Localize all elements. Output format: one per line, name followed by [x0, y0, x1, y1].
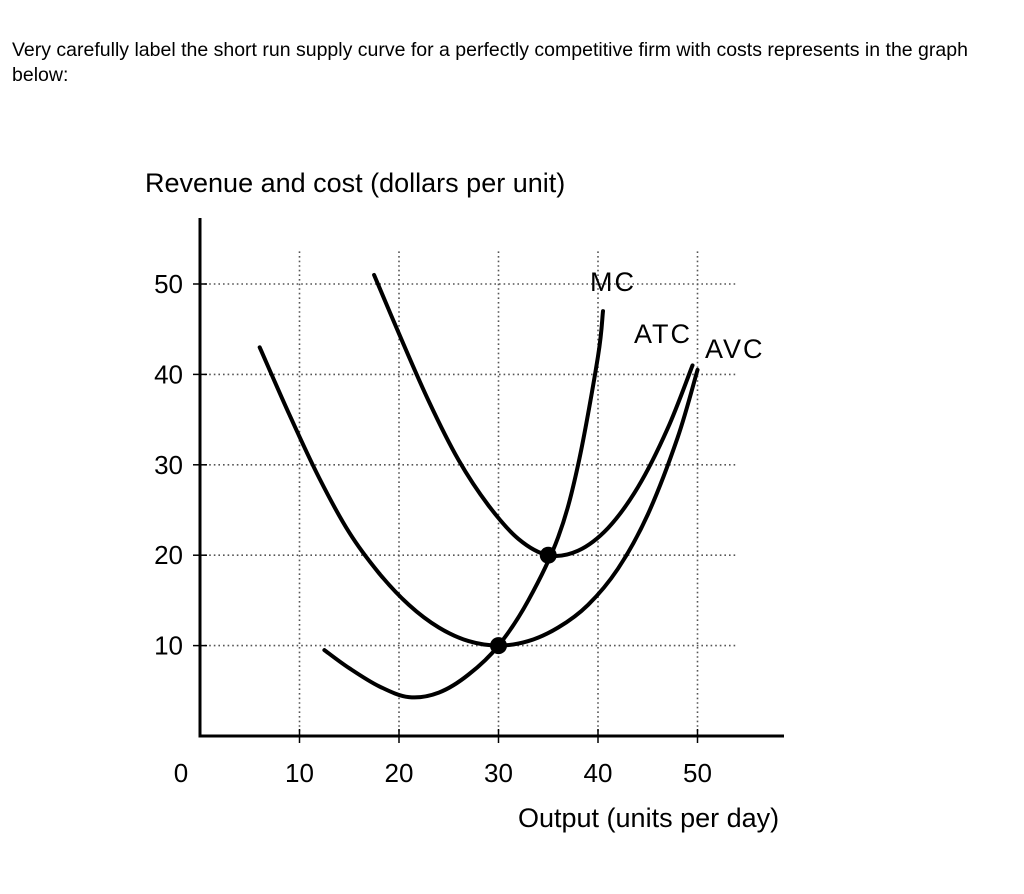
- x-tick-label-30: 30: [484, 758, 513, 788]
- y-tick-label-40: 40: [154, 359, 183, 389]
- y-axis-title: Revenue and cost (dollars per unit): [145, 168, 565, 198]
- avc-curve: [257, 345, 700, 648]
- mc-label: MC: [590, 267, 636, 297]
- atc-curve: [372, 273, 695, 558]
- curves: [257, 273, 700, 700]
- y-tick-label-50: 50: [154, 269, 183, 299]
- y-tick-label-10: 10: [154, 631, 183, 661]
- x-tick-label-10: 10: [285, 758, 314, 788]
- mc-curve: [322, 309, 605, 700]
- x-tick-label-40: 40: [584, 758, 613, 788]
- intersection-point-1: [490, 637, 507, 655]
- x-tick-label-50: 50: [683, 758, 712, 788]
- axes: [198, 218, 784, 738]
- intersection-point-2: [539, 546, 557, 564]
- avc-label: AVC: [705, 334, 765, 364]
- atc-label: ATC: [634, 319, 692, 349]
- x-tick-label-20: 20: [385, 758, 414, 788]
- question-text: Very carefully label the short run suppl…: [12, 39, 968, 86]
- x-axis-title: Output (units per day): [518, 803, 779, 833]
- tick-marks: [193, 283, 699, 743]
- intersection-points: [490, 546, 557, 655]
- tick-labels: 10 20 30 40 50 0 10 20 30 40 50: [154, 269, 712, 788]
- curve-labels: MC ATC AVC: [590, 267, 765, 364]
- y-tick-label-20: 20: [154, 540, 183, 570]
- x-tick-label-0: 0: [174, 758, 188, 788]
- y-tick-label-30: 30: [154, 450, 183, 480]
